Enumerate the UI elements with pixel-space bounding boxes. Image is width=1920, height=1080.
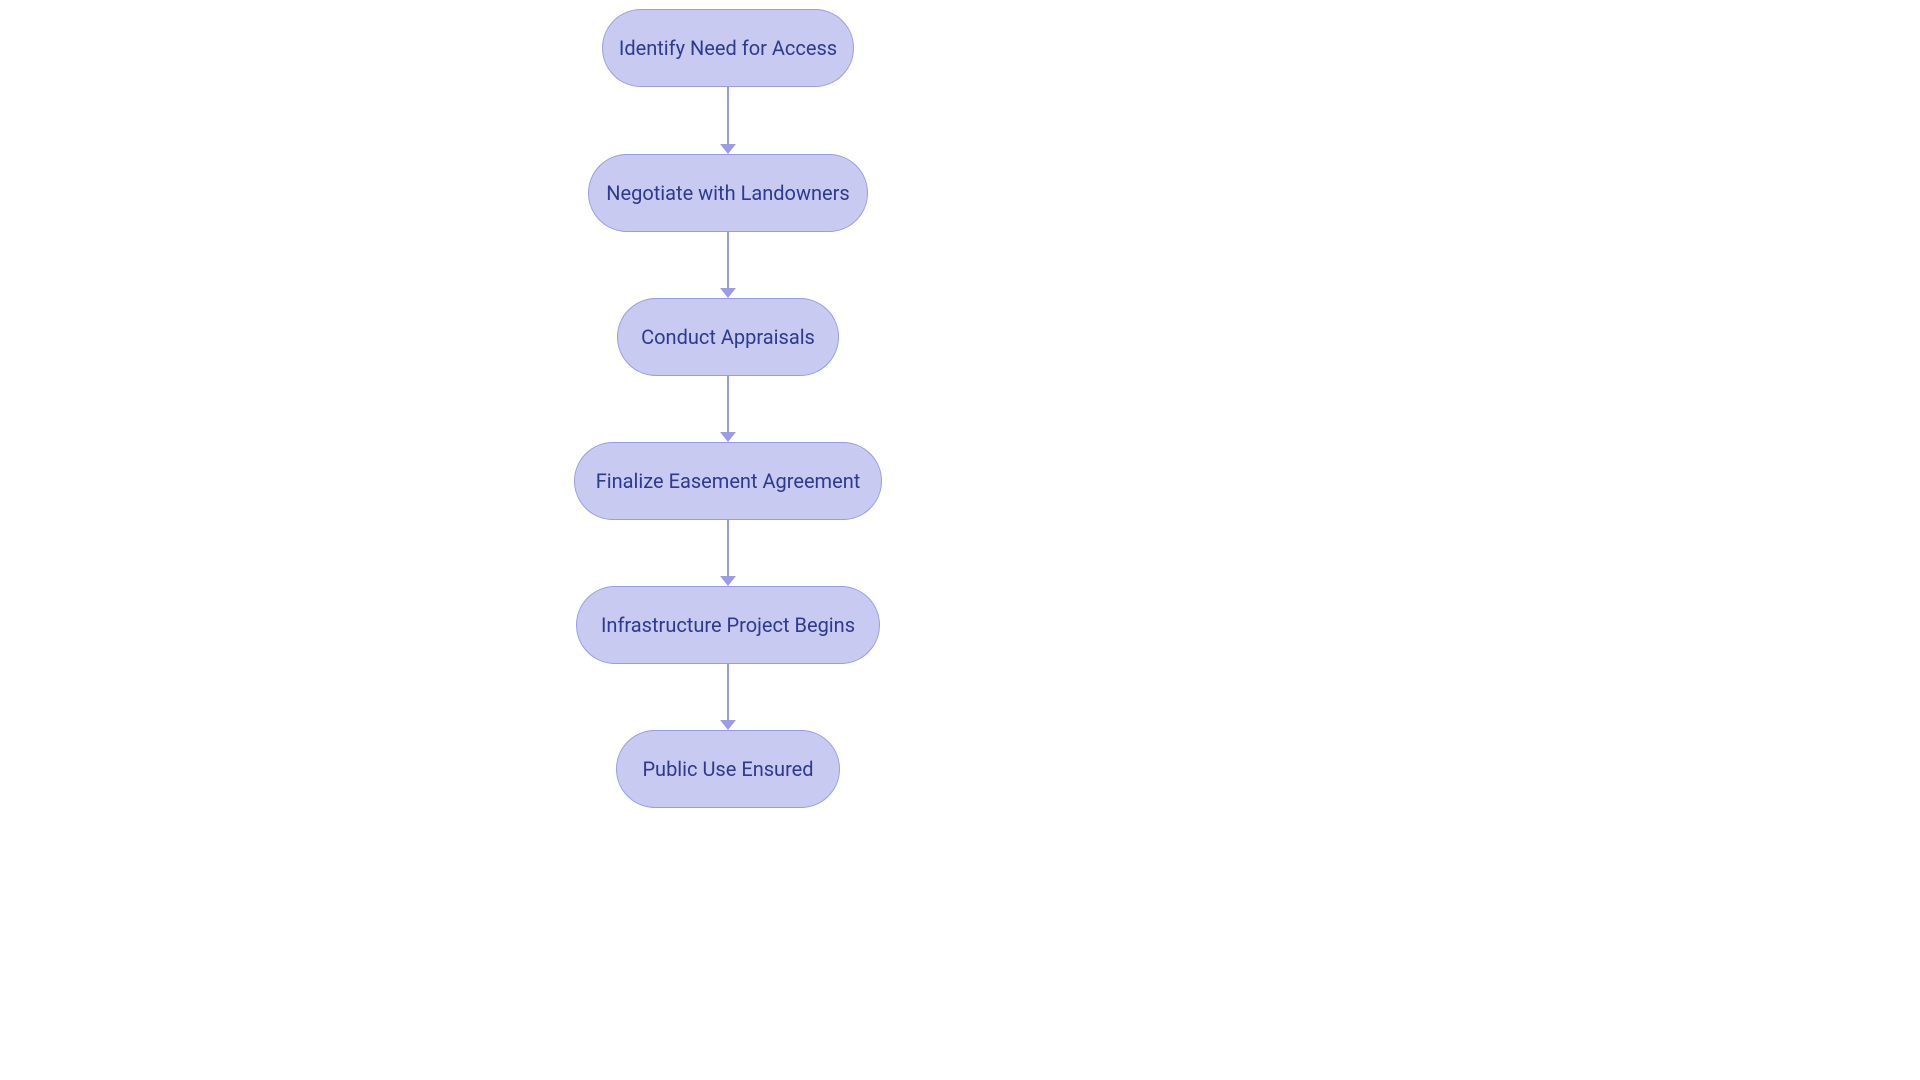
- flowchart-arrowhead: [720, 288, 736, 298]
- flowchart-node: Infrastructure Project Begins: [576, 586, 880, 664]
- flowchart-container: Identify Need for Access Negotiate with L…: [0, 0, 1920, 1080]
- flowchart-arrowhead: [720, 144, 736, 154]
- flowchart-edge: [727, 520, 729, 576]
- flowchart-arrowhead: [720, 720, 736, 730]
- flowchart-node-label: Finalize Easement Agreement: [596, 469, 861, 493]
- flowchart-node: Negotiate with Landowners: [588, 154, 868, 232]
- flowchart-node-label: Negotiate with Landowners: [606, 181, 849, 205]
- flowchart-node: Public Use Ensured: [616, 730, 840, 808]
- flowchart-node: Conduct Appraisals: [617, 298, 839, 376]
- flowchart-edge: [727, 664, 729, 720]
- flowchart-arrowhead: [720, 576, 736, 586]
- flowchart-edge: [727, 87, 729, 144]
- flowchart-arrowhead: [720, 432, 736, 442]
- flowchart-node-label: Infrastructure Project Begins: [601, 613, 855, 637]
- flowchart-node: Identify Need for Access: [602, 9, 854, 87]
- flowchart-node: Finalize Easement Agreement: [574, 442, 882, 520]
- flowchart-node-label: Public Use Ensured: [642, 757, 813, 781]
- flowchart-node-label: Conduct Appraisals: [641, 325, 815, 349]
- flowchart-edge: [727, 232, 729, 288]
- flowchart-node-label: Identify Need for Access: [619, 36, 837, 60]
- flowchart-edge: [727, 376, 729, 432]
